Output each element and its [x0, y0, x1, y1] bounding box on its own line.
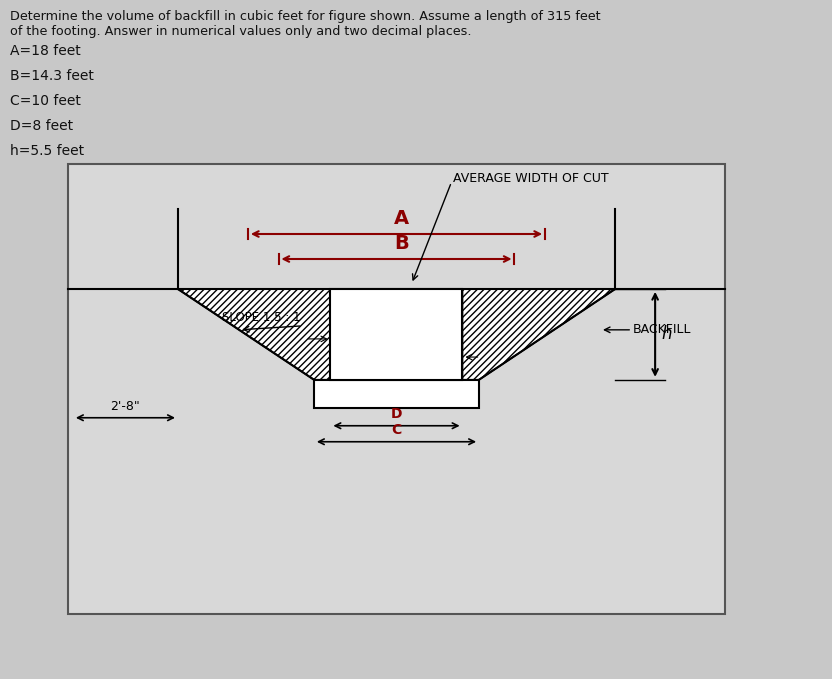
Text: C=10 feet: C=10 feet [10, 94, 81, 108]
Text: A=18 feet: A=18 feet [10, 44, 81, 58]
Polygon shape [178, 289, 330, 380]
Bar [314, 380, 479, 408]
Text: A: A [394, 209, 409, 228]
Text: B: B [394, 234, 409, 253]
Text: D=8 feet: D=8 feet [10, 119, 73, 133]
Bar [68, 164, 725, 614]
Polygon shape [463, 289, 615, 380]
Text: D: D [391, 407, 402, 421]
Text: Determine the volume of backfill in cubic feet for figure shown. Assume a length: Determine the volume of backfill in cubi… [10, 10, 601, 38]
Text: AVERAGE WIDTH OF CUT: AVERAGE WIDTH OF CUT [453, 172, 609, 185]
Text: B=14.3 feet: B=14.3 feet [10, 69, 94, 83]
Text: 2'-8": 2'-8" [111, 400, 141, 413]
Text: SLOPE 1.5 : 1: SLOPE 1.5 : 1 [222, 311, 300, 324]
Text: C: C [391, 423, 402, 437]
Text: h=5.5 feet: h=5.5 feet [10, 144, 84, 158]
Text: BACKFILL: BACKFILL [633, 323, 691, 336]
Text: h: h [661, 325, 671, 344]
Bar [330, 289, 463, 380]
